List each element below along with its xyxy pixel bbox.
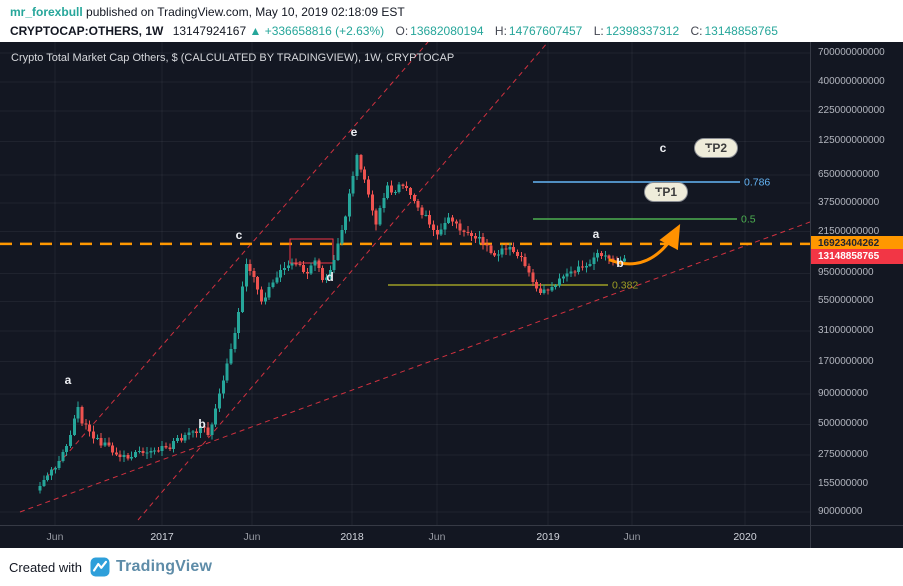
- symbol-title[interactable]: CRYPTOCAP:OTHERS, 1W: [10, 24, 164, 38]
- time-axis-label: Jun: [46, 531, 64, 543]
- high-value: 14767607457: [508, 24, 583, 38]
- tradingview-logo-icon: [90, 557, 110, 577]
- price-axis-label: 37500000000: [818, 197, 880, 209]
- wave-label: d: [326, 270, 334, 284]
- price-axis-label: 1700000000: [818, 355, 874, 367]
- open-label: O:: [395, 24, 409, 38]
- price-axis[interactable]: 700000000000 400000000000 225000000000 1250…: [810, 42, 903, 548]
- target-callout[interactable]: TP1: [644, 182, 689, 202]
- fib-level-label: 0.786: [744, 177, 770, 189]
- time-axis-label: Jun: [428, 531, 446, 543]
- price-axis-label: 275000000: [818, 448, 869, 460]
- price-axis-label: 125000000000: [818, 135, 885, 147]
- change-up-icon: ▲: [249, 24, 262, 38]
- chart-area: 0.786 0.5 0.382 Crypto Total Market Cap Ot…: [0, 42, 903, 548]
- price-axis-label: 3100000000: [818, 324, 874, 336]
- trendline[interactable]: [137, 42, 549, 521]
- price-tag-orange-level: 16923404262: [811, 236, 903, 252]
- price-axis-label: 700000000000: [818, 47, 885, 59]
- chart-title: Crypto Total Market Cap Others, $ (CALCU…: [11, 52, 455, 64]
- wave-label: c: [659, 141, 667, 155]
- time-axis-label: 2019: [536, 531, 560, 543]
- wave-label: e: [350, 125, 358, 139]
- time-axis-label: 2017: [150, 531, 174, 543]
- time-axis-label: Jun: [623, 531, 641, 543]
- tradingview-brand-link[interactable]: TradingView: [115, 558, 213, 575]
- drawing-overlay: a b c d e a b c TP1 TP2: [0, 42, 810, 525]
- wave-label: a: [64, 373, 72, 387]
- time-axis-label: Jun: [243, 531, 261, 543]
- last-value: 13147924167: [172, 24, 247, 38]
- grid: [0, 42, 810, 525]
- target-callout[interactable]: TP2: [694, 138, 739, 158]
- header: mr_forexbull published on TradingView.co…: [0, 0, 903, 42]
- time-axis-label: 2018: [340, 531, 364, 543]
- candlestick-chart[interactable]: 0.786 0.5 0.382: [0, 42, 810, 525]
- time-axis[interactable]: Jun 2017 Jun 2018 Jun 2019 Jun 2020: [0, 525, 903, 548]
- projection-arrow[interactable]: [608, 224, 681, 266]
- candles: [38, 153, 626, 494]
- wave-label: c: [235, 228, 243, 242]
- price-axis-label: 900000000: [818, 388, 869, 400]
- footer: Created with TradingView: [0, 548, 903, 586]
- time-axis-label: 2020: [733, 531, 757, 543]
- symbol-info-row: CRYPTOCAP:OTHERS, 1W 13147924167 ▲ +3366…: [10, 23, 893, 39]
- wave-label: a: [592, 227, 600, 241]
- username-link[interactable]: mr_forexbull: [10, 5, 83, 19]
- publish-info: mr_forexbull published on TradingView.co…: [10, 5, 893, 20]
- price-axis-label: 65000000000: [818, 168, 880, 180]
- fib-level-label: 0.382: [612, 280, 638, 292]
- low-value: 12398337312: [605, 24, 680, 38]
- price-tag-current: 13148858765: [811, 249, 903, 265]
- price-axis-label: 155000000: [818, 478, 869, 490]
- wave-label: b: [198, 417, 206, 431]
- open-value: 13682080194: [410, 24, 484, 38]
- wave-label: b: [616, 256, 624, 270]
- created-with-text: Created with: [9, 559, 82, 575]
- high-label: H:: [494, 24, 507, 38]
- price-axis-label: 500000000: [818, 418, 869, 430]
- price-axis-label: 400000000000: [818, 75, 885, 87]
- price-axis-label: 9500000000: [818, 267, 874, 279]
- price-axis-label: 5500000000: [818, 295, 874, 307]
- close-label: C:: [690, 24, 703, 38]
- close-value: 13148858765: [704, 24, 778, 38]
- price-axis-label: 21500000000: [818, 225, 880, 237]
- fib-level-label: 0.5: [741, 214, 756, 226]
- trendline[interactable]: [45, 42, 429, 479]
- price-axis-label: 90000000: [818, 506, 863, 518]
- low-label: L:: [593, 24, 604, 38]
- price-axis-label: 225000000000: [818, 105, 885, 117]
- published-text: published on TradingView.com, May 10, 20…: [82, 5, 405, 19]
- change-value: +336658816 (+2.63%): [264, 24, 385, 38]
